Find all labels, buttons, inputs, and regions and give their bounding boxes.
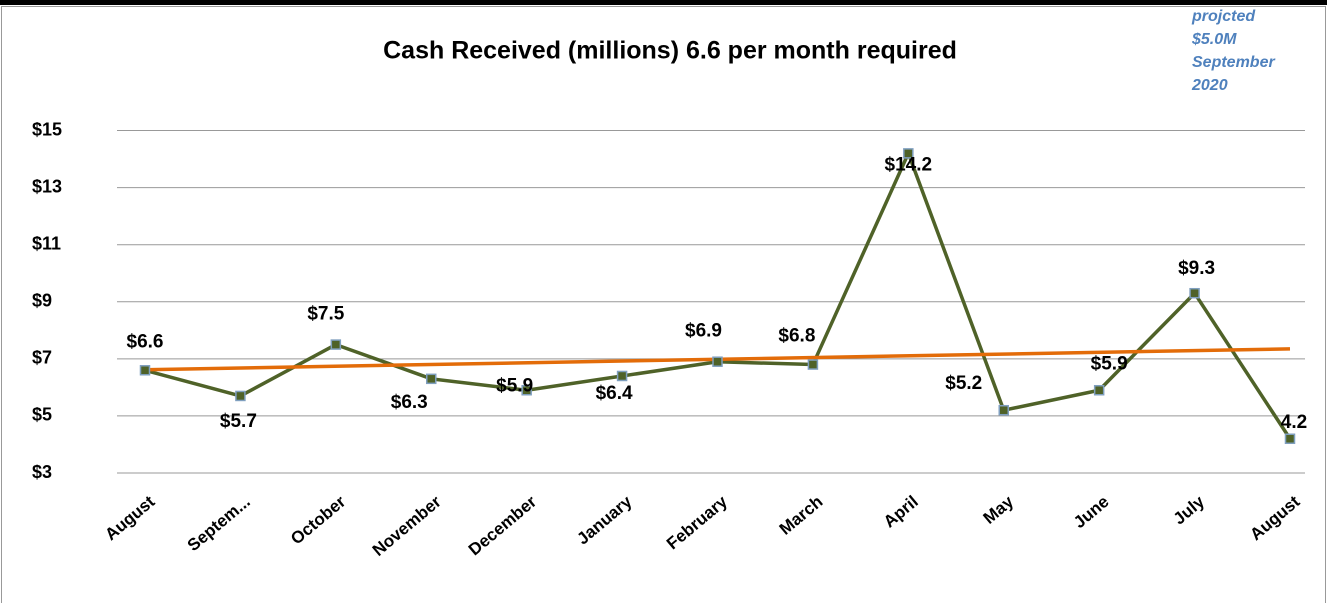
data-label: $6.9 <box>685 321 722 342</box>
data-point <box>616 370 628 382</box>
data-point <box>1284 433 1296 445</box>
annotation: projcted <box>1191 8 1256 25</box>
data-label: 4.2 <box>1281 412 1307 433</box>
data-point <box>998 404 1009 416</box>
data-point <box>330 339 342 350</box>
data-label: $5.9 <box>1091 353 1128 374</box>
data-point <box>139 365 151 376</box>
y-tick-label: $3 <box>32 462 52 482</box>
top-border <box>0 0 1327 5</box>
data-point <box>426 373 437 385</box>
data-point <box>712 356 723 367</box>
data-label: $9.3 <box>1178 258 1215 279</box>
annotation: 2020 <box>1191 77 1228 94</box>
y-tick-label: $15 <box>32 119 62 139</box>
annotation: September <box>1192 54 1275 71</box>
data-point <box>1189 287 1200 299</box>
data-label: $6.6 <box>127 331 164 352</box>
data-point <box>521 384 532 396</box>
data-point <box>1093 384 1105 396</box>
data-label: $6.4 <box>596 383 633 404</box>
data-label: $7.5 <box>307 304 344 325</box>
chart-frame <box>1 6 1326 603</box>
chart-title: Cash Received (millions) 6.6 per month r… <box>383 37 957 65</box>
data-label: $6.8 <box>778 326 815 347</box>
data-label: $5.7 <box>220 411 257 432</box>
y-tick-label: $9 <box>32 291 52 311</box>
annotation: $5.0M <box>1191 31 1237 48</box>
data-label: $6.3 <box>391 392 428 413</box>
y-tick-label: $13 <box>32 176 62 196</box>
data-point <box>807 359 819 370</box>
y-tick-label: $7 <box>32 348 52 368</box>
data-point <box>235 390 246 402</box>
data-label: $5.9 <box>496 375 533 396</box>
data-label: $14.2 <box>885 154 933 175</box>
data-point <box>903 148 914 159</box>
y-tick-label: $5 <box>32 405 52 425</box>
y-tick-label: $11 <box>32 233 61 253</box>
data-label: $5.2 <box>945 373 982 394</box>
